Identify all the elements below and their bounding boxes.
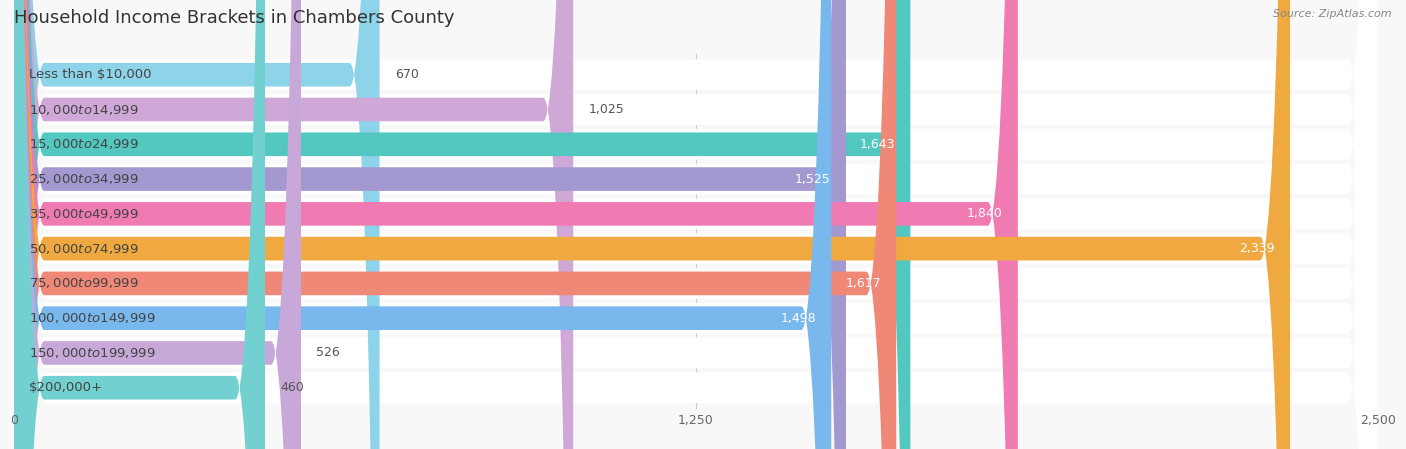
FancyBboxPatch shape (14, 0, 574, 449)
Text: 1,498: 1,498 (780, 312, 815, 325)
Text: $25,000 to $34,999: $25,000 to $34,999 (30, 172, 139, 186)
FancyBboxPatch shape (14, 0, 831, 449)
Text: $75,000 to $99,999: $75,000 to $99,999 (30, 277, 139, 291)
FancyBboxPatch shape (14, 0, 1378, 449)
FancyBboxPatch shape (14, 0, 1378, 449)
Text: Source: ZipAtlas.com: Source: ZipAtlas.com (1274, 9, 1392, 19)
FancyBboxPatch shape (14, 0, 264, 449)
Text: 460: 460 (280, 381, 304, 394)
FancyBboxPatch shape (14, 0, 846, 449)
Text: Household Income Brackets in Chambers County: Household Income Brackets in Chambers Co… (14, 9, 454, 27)
Text: $35,000 to $49,999: $35,000 to $49,999 (30, 207, 139, 221)
Text: $100,000 to $149,999: $100,000 to $149,999 (30, 311, 156, 325)
Text: $50,000 to $74,999: $50,000 to $74,999 (30, 242, 139, 255)
FancyBboxPatch shape (14, 0, 1378, 449)
Text: 670: 670 (395, 68, 419, 81)
FancyBboxPatch shape (14, 0, 1018, 449)
Text: $10,000 to $14,999: $10,000 to $14,999 (30, 102, 139, 117)
Text: 2,339: 2,339 (1239, 242, 1275, 255)
FancyBboxPatch shape (14, 0, 1291, 449)
FancyBboxPatch shape (14, 0, 910, 449)
Text: 1,617: 1,617 (845, 277, 882, 290)
FancyBboxPatch shape (14, 0, 1378, 449)
FancyBboxPatch shape (14, 0, 1378, 449)
FancyBboxPatch shape (14, 0, 1378, 449)
Text: $200,000+: $200,000+ (30, 381, 103, 394)
FancyBboxPatch shape (14, 0, 1378, 449)
Text: $150,000 to $199,999: $150,000 to $199,999 (30, 346, 156, 360)
Text: 1,643: 1,643 (859, 138, 896, 151)
Text: 1,840: 1,840 (967, 207, 1002, 220)
Text: 526: 526 (316, 347, 340, 360)
FancyBboxPatch shape (14, 0, 896, 449)
Text: Less than $10,000: Less than $10,000 (30, 68, 152, 81)
Text: 1,025: 1,025 (589, 103, 624, 116)
FancyBboxPatch shape (14, 0, 301, 449)
Text: 1,525: 1,525 (794, 172, 831, 185)
Text: $15,000 to $24,999: $15,000 to $24,999 (30, 137, 139, 151)
FancyBboxPatch shape (14, 0, 380, 449)
FancyBboxPatch shape (14, 0, 1378, 449)
FancyBboxPatch shape (14, 0, 1378, 449)
FancyBboxPatch shape (14, 0, 1378, 449)
